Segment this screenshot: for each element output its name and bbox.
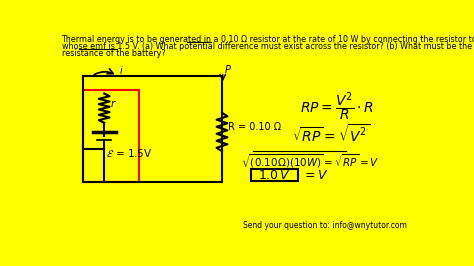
Text: resistance of the battery?: resistance of the battery? [62,49,165,58]
Text: i: i [120,65,122,76]
Text: R = 0.10 Ω: R = 0.10 Ω [228,122,282,132]
Text: Send your question to: info@wnytutor.com: Send your question to: info@wnytutor.com [243,221,407,230]
Text: $\sqrt{(0.10\Omega)(10W)} = \sqrt{RP} = V$: $\sqrt{(0.10\Omega)(10W)} = \sqrt{RP} = … [241,153,380,171]
Text: Thermal energy is to be generated in a 0.10 Ω resistor at the rate of 10 W by co: Thermal energy is to be generated in a 0… [62,35,474,44]
Text: $\mathcal{E}$ = 1.5V: $\mathcal{E}$ = 1.5V [106,147,152,159]
Text: $\sqrt{RP} = \sqrt{V^2}$: $\sqrt{RP} = \sqrt{V^2}$ [292,123,370,145]
Bar [251,169,298,181]
Text: $RP = \dfrac{V^2}{R} \cdot R$: $RP = \dfrac{V^2}{R} \cdot R$ [300,90,374,123]
Text: whose emf is 1.5 V. (a) What potential difference must exist across the resistor: whose emf is 1.5 V. (a) What potential d… [62,42,474,51]
Text: $= V$: $= V$ [302,169,328,182]
Text: r: r [110,99,115,109]
Text: P: P [225,65,231,75]
Bar [82,90,139,182]
Text: $1.0\,V$: $1.0\,V$ [258,169,292,182]
